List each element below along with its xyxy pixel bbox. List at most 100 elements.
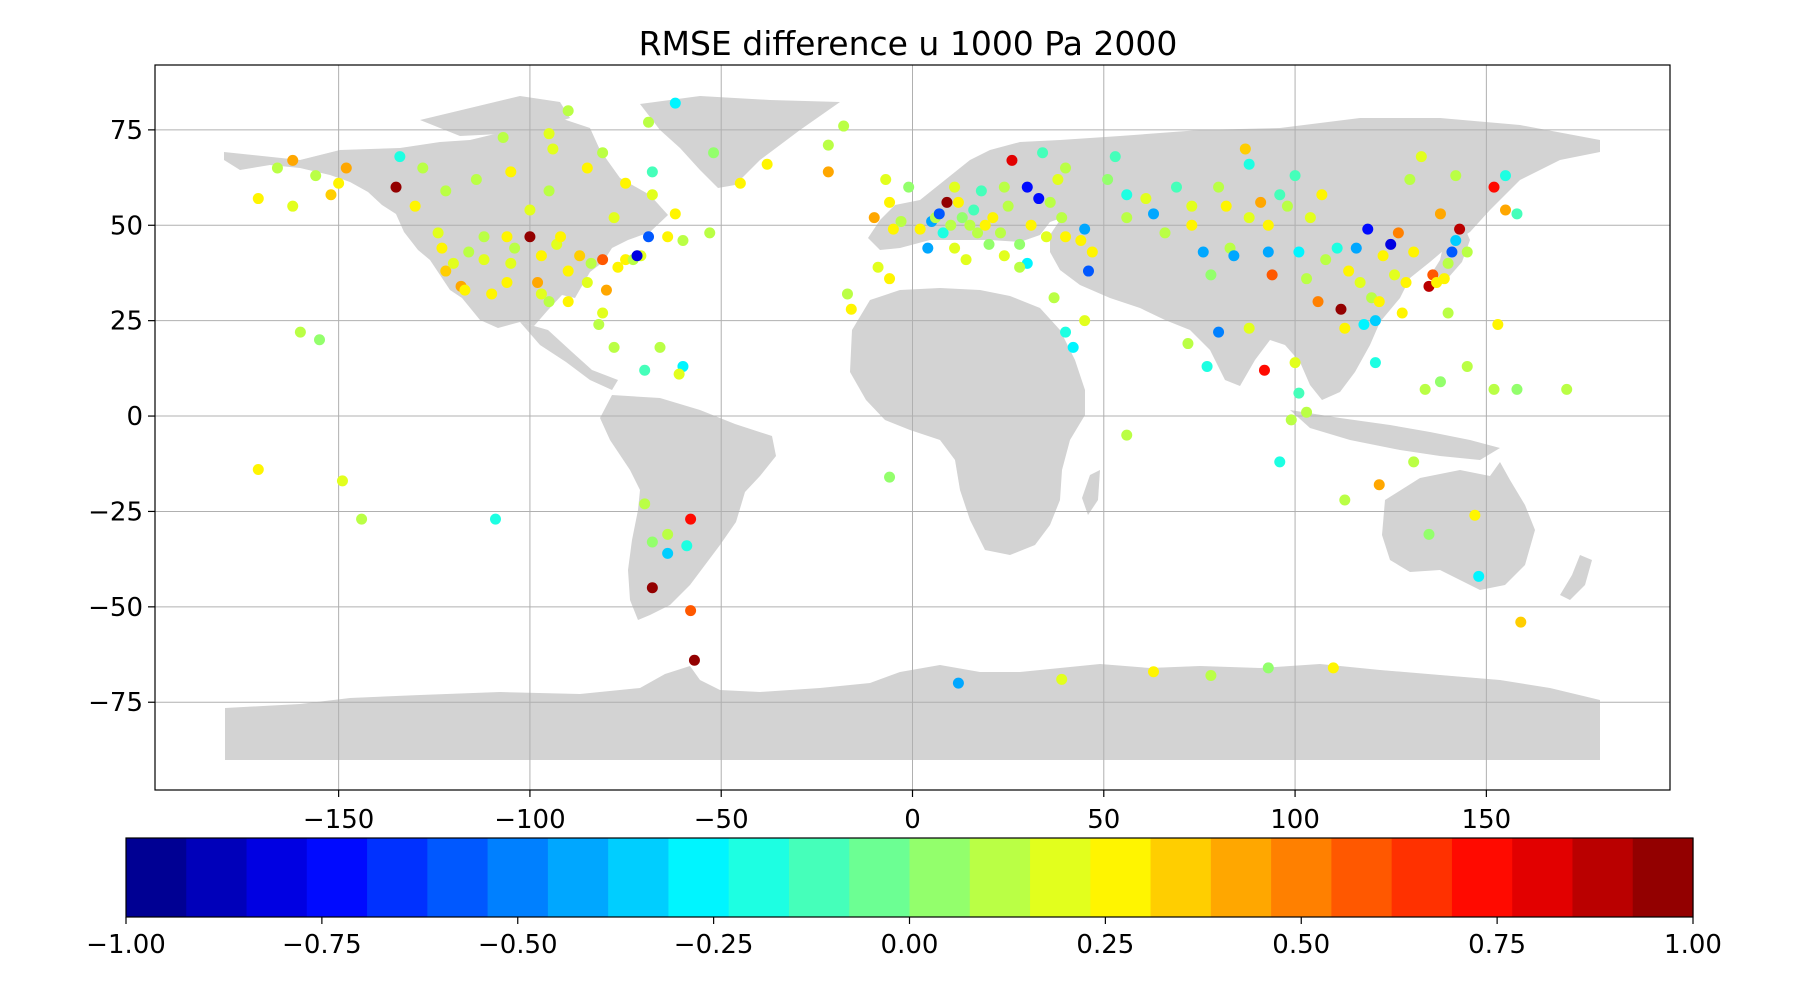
land-central-america	[520, 322, 618, 390]
station-point	[1370, 357, 1381, 368]
station-point	[1267, 269, 1278, 280]
station-point	[287, 155, 298, 166]
station-point	[949, 243, 960, 254]
station-point	[681, 540, 692, 551]
station-point	[1003, 201, 1014, 212]
station-point	[953, 678, 964, 689]
station-point	[922, 243, 933, 254]
station-point	[1469, 510, 1480, 521]
station-point	[1401, 277, 1412, 288]
station-point	[934, 208, 945, 219]
y-tick-label: 75	[110, 116, 143, 146]
colorbar-bin	[488, 838, 549, 917]
station-point	[1397, 308, 1408, 319]
colorbar-bin	[1211, 838, 1272, 917]
station-point	[873, 262, 884, 273]
colorbar-bin	[186, 838, 247, 917]
station-point	[1052, 174, 1063, 185]
land-greenland	[640, 96, 840, 188]
station-point	[884, 197, 895, 208]
station-point	[1014, 262, 1025, 273]
y-tick-label: 25	[110, 307, 143, 337]
colorbar-bin	[1090, 838, 1151, 917]
station-point	[524, 205, 535, 216]
colorbar-bin	[1512, 838, 1573, 917]
colorbar-bin	[910, 838, 971, 917]
station-point	[896, 216, 907, 227]
station-point	[433, 227, 444, 238]
station-point	[544, 185, 555, 196]
station-point	[1489, 182, 1500, 193]
station-point	[762, 159, 773, 170]
station-point	[1343, 266, 1354, 277]
station-point	[1060, 231, 1071, 242]
station-point	[1255, 197, 1266, 208]
station-point	[1182, 338, 1193, 349]
station-point	[1408, 456, 1419, 467]
y-tick-label: 0	[126, 402, 143, 432]
station-point	[643, 231, 654, 242]
station-point	[1416, 151, 1427, 162]
station-point	[1121, 189, 1132, 200]
station-point	[632, 250, 643, 261]
station-point	[1240, 143, 1251, 154]
station-point	[1370, 315, 1381, 326]
station-point	[984, 239, 995, 250]
station-point	[501, 277, 512, 288]
station-point	[253, 464, 264, 475]
station-point	[1561, 384, 1572, 395]
station-point	[884, 273, 895, 284]
station-point	[1049, 292, 1060, 303]
station-point	[1274, 456, 1285, 467]
station-point	[574, 250, 585, 261]
station-point	[1148, 208, 1159, 219]
station-point	[410, 201, 421, 212]
station-point	[1140, 193, 1151, 204]
colorbar-bin	[1331, 838, 1392, 917]
station-point	[1244, 212, 1255, 223]
station-point	[1014, 239, 1025, 250]
colorbar-bin	[1452, 838, 1513, 917]
station-point	[1263, 662, 1274, 673]
station-point	[1492, 319, 1503, 330]
station-point	[674, 369, 685, 380]
station-point	[999, 182, 1010, 193]
station-point	[949, 182, 960, 193]
station-point	[333, 178, 344, 189]
station-point	[498, 132, 509, 143]
station-point	[1068, 342, 1079, 353]
station-point	[1205, 269, 1216, 280]
y-tick-label: −25	[88, 497, 143, 527]
station-point	[643, 117, 654, 128]
station-point	[310, 170, 321, 181]
station-point	[1450, 235, 1461, 246]
station-point	[532, 277, 543, 288]
station-point	[1320, 254, 1331, 265]
colorbar-bin	[1572, 838, 1633, 917]
station-point	[490, 514, 501, 525]
station-point	[582, 163, 593, 174]
station-point	[505, 258, 516, 269]
station-point	[287, 201, 298, 212]
station-point	[1221, 201, 1232, 212]
station-point	[704, 227, 715, 238]
station-point	[846, 304, 857, 315]
colorbar-tick-label: −0.75	[282, 930, 362, 960]
station-point	[1443, 308, 1454, 319]
station-point	[1293, 246, 1304, 257]
station-point	[1060, 327, 1071, 338]
station-point	[639, 498, 650, 509]
x-axis-ticks: −150 −100 −50 0 50 100 150	[303, 790, 1511, 835]
station-point	[505, 166, 516, 177]
colorbar-bin	[789, 838, 850, 917]
colorbar-ticks: −1.00 −0.75 −0.50 −0.25 0.00 0.25 0.50 0.75 1.00	[86, 917, 1722, 960]
station-point	[356, 514, 367, 525]
station-point	[1083, 266, 1094, 277]
station-point	[961, 254, 972, 265]
land-indonesia	[1290, 410, 1500, 460]
station-point	[880, 174, 891, 185]
station-point	[823, 166, 834, 177]
station-point	[1286, 414, 1297, 425]
x-tick-label: −50	[694, 805, 749, 835]
colorbar-bin	[247, 838, 308, 917]
